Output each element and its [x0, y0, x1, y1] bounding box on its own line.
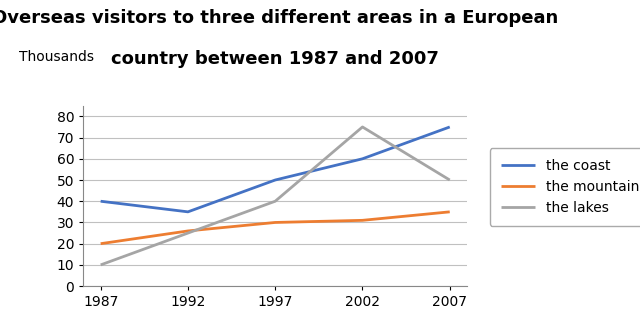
the coast	[184, 210, 192, 214]
Line: the mountains: the mountains	[100, 212, 450, 244]
the coast	[446, 125, 454, 129]
Legend: the coast, the mountains, the lakes: the coast, the mountains, the lakes	[490, 148, 640, 226]
the mountains	[97, 242, 104, 246]
the mountains	[358, 218, 366, 222]
the coast	[358, 157, 366, 161]
the mountains	[271, 220, 279, 224]
the mountains	[184, 229, 192, 233]
Text: Overseas visitors to three different areas in a European: Overseas visitors to three different are…	[0, 9, 558, 27]
the coast	[97, 199, 104, 203]
Line: the coast: the coast	[100, 127, 450, 212]
the lakes	[184, 231, 192, 235]
the mountains	[446, 210, 454, 214]
the lakes	[358, 125, 366, 129]
the lakes	[97, 263, 104, 267]
Line: the lakes: the lakes	[100, 127, 450, 265]
the lakes	[446, 178, 454, 182]
the lakes	[271, 199, 279, 203]
Text: country between 1987 and 2007: country between 1987 and 2007	[111, 50, 439, 68]
Text: Thousands: Thousands	[19, 50, 94, 64]
the coast	[271, 178, 279, 182]
